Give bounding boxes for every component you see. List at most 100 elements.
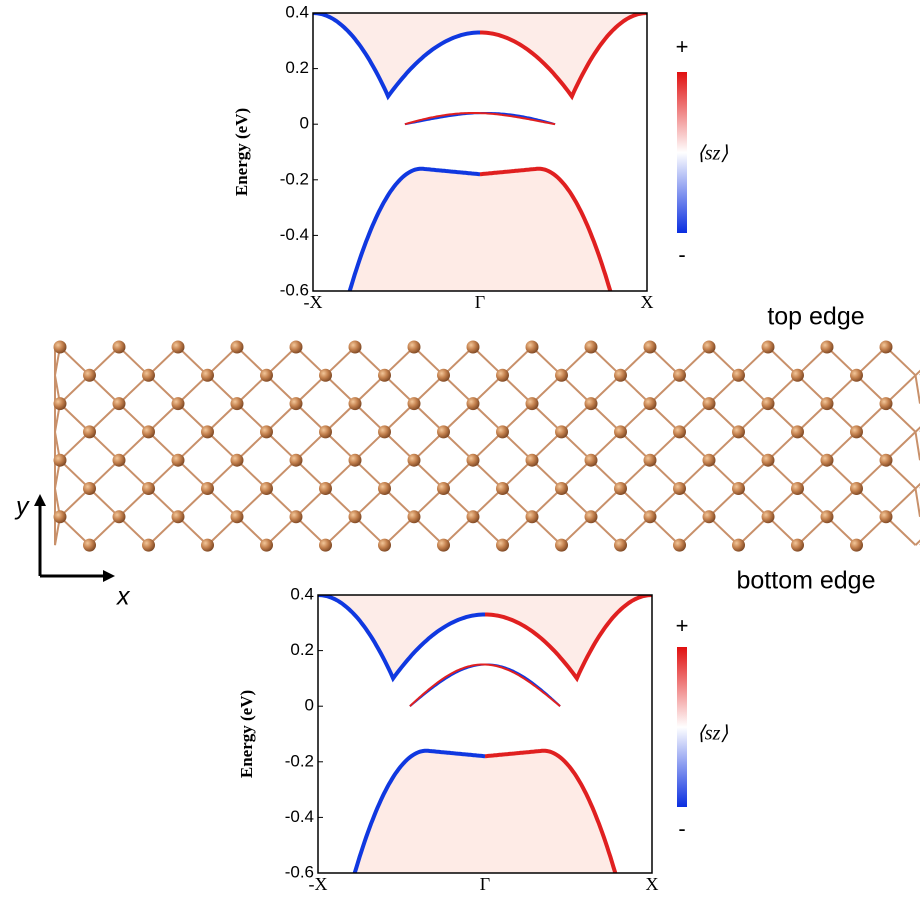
atom — [555, 368, 568, 382]
bond — [324, 346, 356, 377]
atom — [466, 510, 480, 524]
atom — [496, 482, 509, 495]
atom — [584, 453, 598, 467]
bond — [855, 487, 887, 518]
bond — [265, 374, 297, 405]
atom — [850, 368, 863, 382]
bond — [914, 426, 920, 433]
bond — [383, 402, 415, 433]
bond — [737, 459, 769, 490]
bond — [560, 346, 592, 377]
atom — [791, 425, 804, 439]
atom — [260, 368, 273, 382]
bond — [885, 459, 917, 490]
atom — [673, 538, 686, 552]
atom — [850, 482, 863, 495]
bond — [914, 482, 920, 490]
bond — [88, 402, 120, 433]
y-tick-label: 0.4 — [290, 584, 314, 603]
bond — [590, 487, 622, 518]
bond — [442, 374, 474, 405]
bond — [708, 431, 740, 461]
atom — [466, 397, 480, 411]
atom — [378, 538, 391, 552]
band-curve — [347, 166, 481, 291]
atom — [53, 340, 67, 354]
bond — [472, 459, 504, 490]
bond — [413, 402, 445, 433]
bond — [560, 487, 592, 518]
atom — [289, 453, 303, 467]
bond — [560, 431, 592, 461]
bond — [147, 487, 179, 518]
bond — [885, 346, 917, 377]
atom — [525, 453, 539, 467]
bond — [413, 346, 445, 377]
bond — [442, 431, 474, 461]
atom — [761, 397, 775, 411]
band-curve — [318, 595, 485, 683]
atom — [83, 425, 96, 439]
atom — [407, 510, 421, 524]
bond — [737, 374, 769, 405]
bond — [501, 431, 533, 461]
atom — [112, 453, 126, 467]
bond — [147, 374, 179, 405]
bond — [177, 346, 209, 377]
atom — [142, 368, 155, 382]
band-fill — [354, 750, 616, 873]
bond — [88, 516, 120, 546]
atom — [201, 482, 214, 495]
bond — [590, 516, 622, 546]
band-curve — [484, 748, 618, 873]
bond — [59, 374, 91, 405]
y-axis-title: Energy (eV) — [237, 690, 256, 778]
atom — [171, 397, 185, 411]
bond — [236, 487, 268, 518]
bond — [678, 346, 710, 377]
bond — [914, 375, 920, 404]
bond — [885, 374, 917, 405]
atom — [702, 340, 716, 354]
bond — [796, 516, 828, 546]
y-tick-label: 0 — [300, 114, 309, 133]
atom — [466, 453, 480, 467]
bond — [324, 516, 356, 546]
colorbar-minus: - — [678, 816, 685, 841]
bond — [236, 431, 268, 461]
bond — [501, 459, 533, 490]
atom — [643, 453, 657, 467]
bond — [265, 402, 297, 433]
bond — [324, 402, 356, 433]
atom — [879, 340, 893, 354]
bond — [472, 374, 504, 405]
colorbar-label: ⟨sz⟩ — [697, 723, 728, 745]
atom — [319, 368, 332, 382]
bond — [177, 516, 209, 546]
atom — [407, 453, 421, 467]
bond — [442, 402, 474, 433]
bond — [354, 431, 386, 461]
atom — [407, 397, 421, 411]
bond — [265, 346, 297, 377]
atom — [584, 397, 598, 411]
bond — [855, 402, 887, 433]
bond — [295, 487, 327, 518]
bond — [767, 374, 799, 405]
bond — [767, 346, 799, 377]
atom — [289, 340, 303, 354]
bond — [177, 459, 209, 490]
y-tick-label: -0.6 — [285, 862, 314, 881]
bond — [442, 487, 474, 518]
bond — [354, 402, 386, 433]
atom — [643, 397, 657, 411]
bond — [619, 516, 651, 546]
bond — [767, 459, 799, 490]
atom — [584, 510, 598, 524]
bond — [708, 459, 740, 490]
atom — [378, 482, 391, 495]
atom — [319, 425, 332, 439]
bond — [678, 516, 710, 546]
bond — [826, 402, 858, 433]
bond — [118, 402, 150, 433]
